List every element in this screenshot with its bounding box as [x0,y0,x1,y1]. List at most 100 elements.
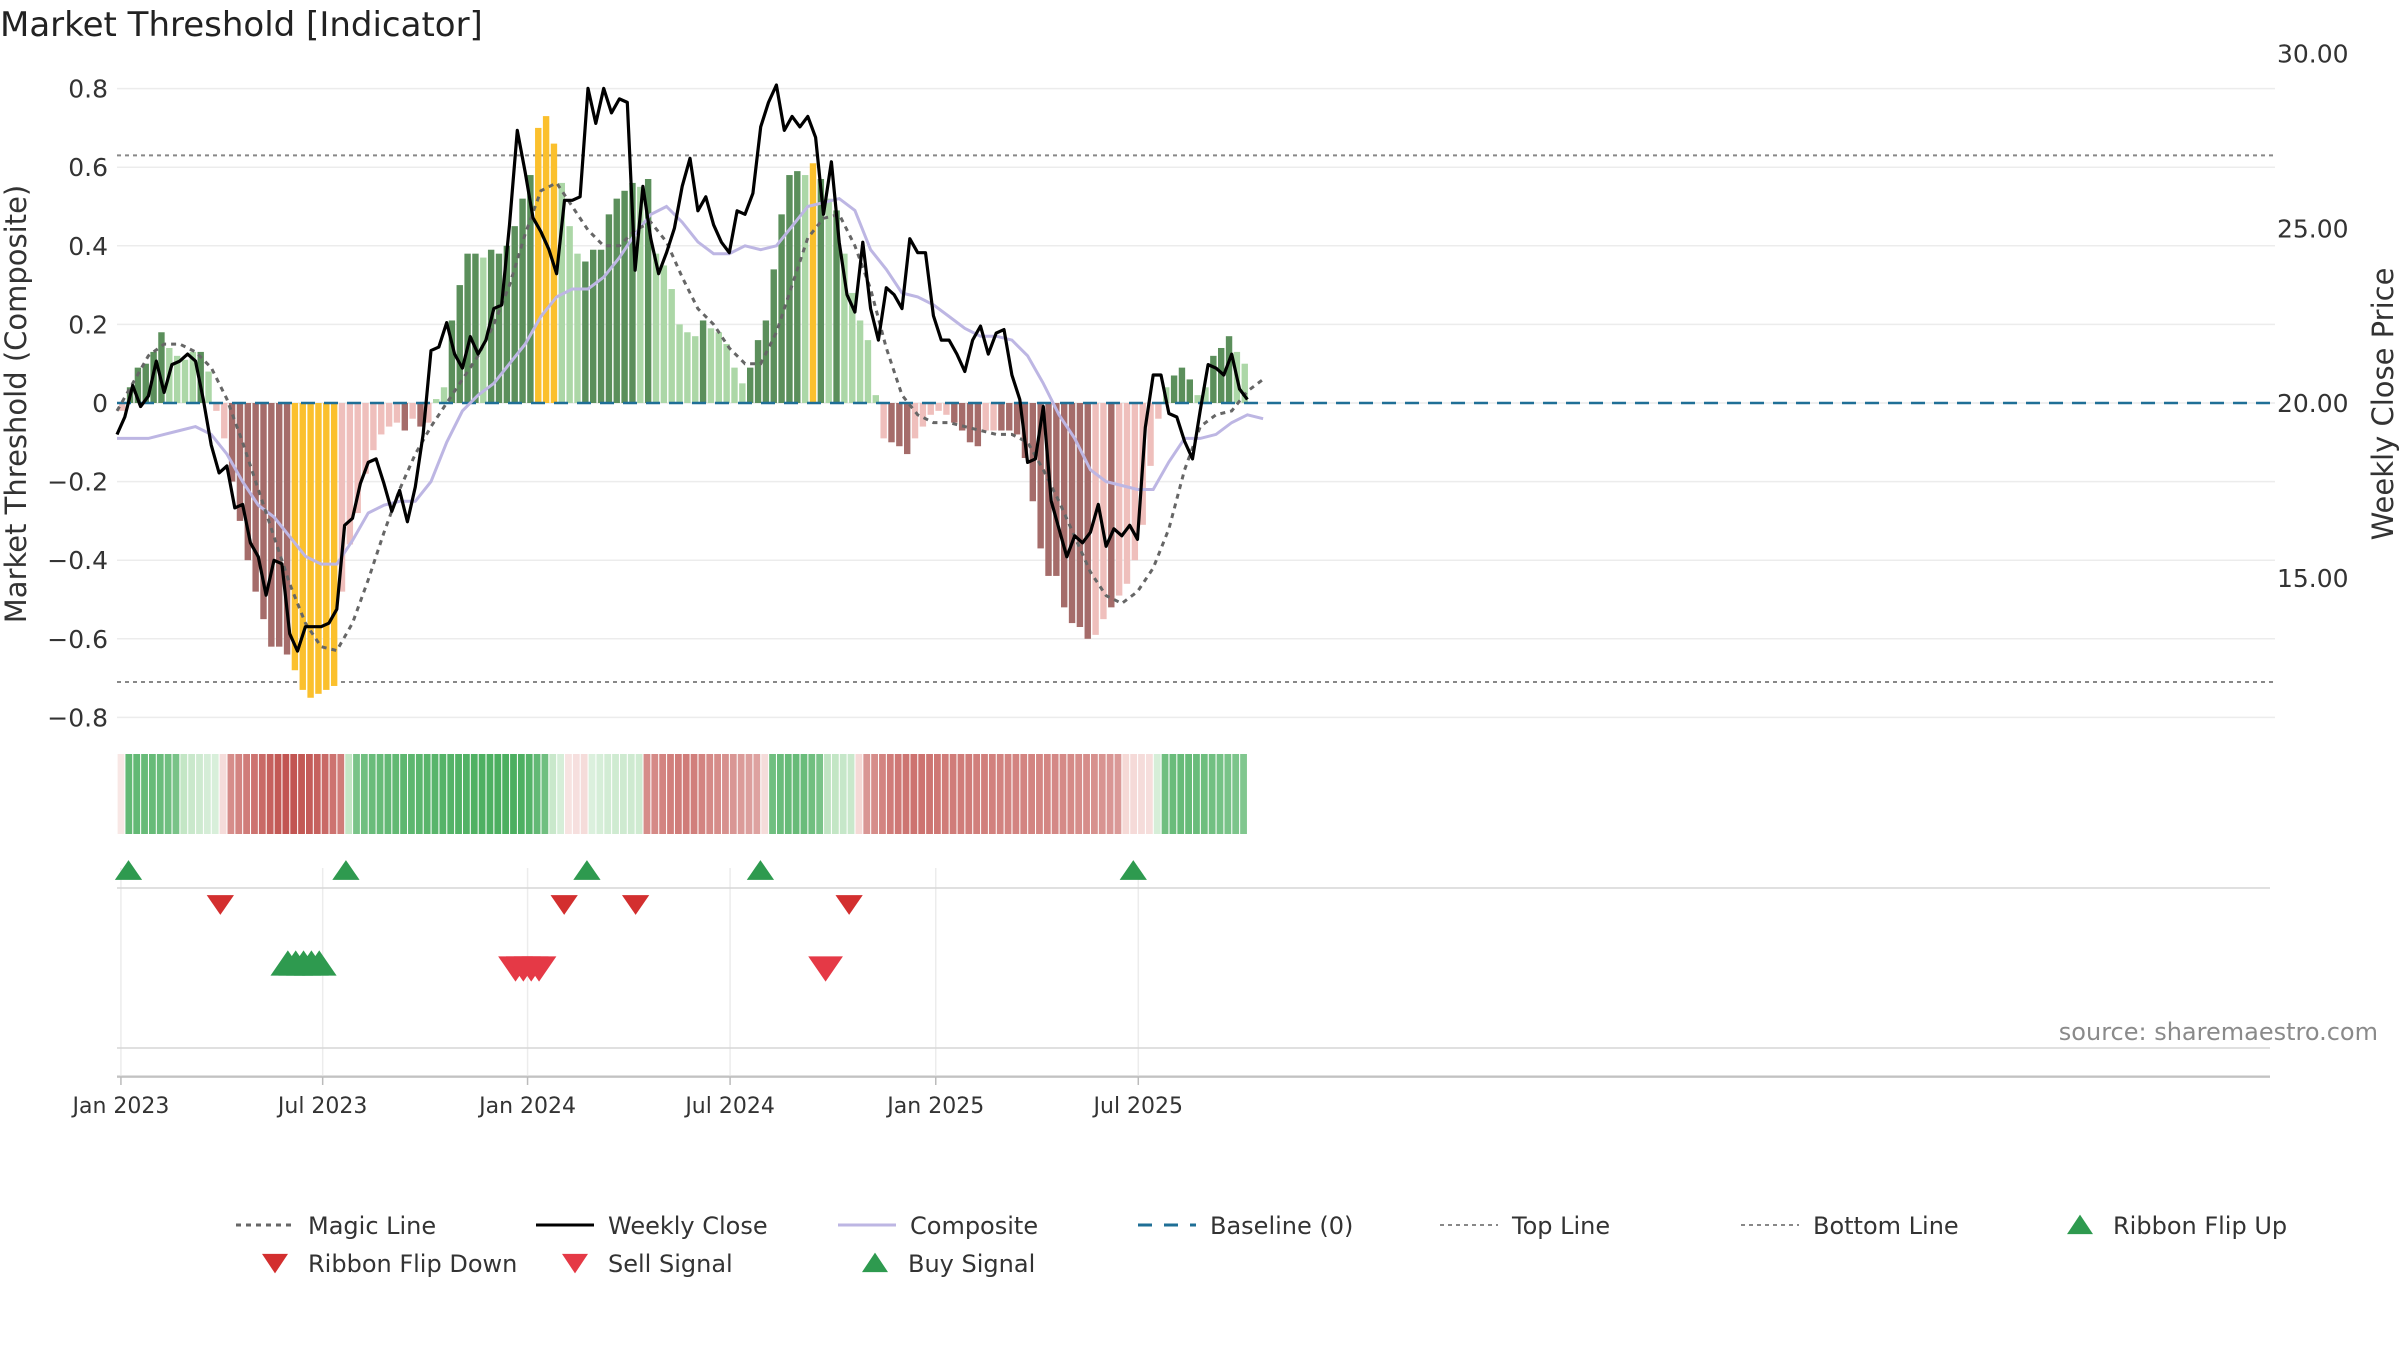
ribbon-cell [698,754,706,834]
composite-bar [158,332,165,403]
composite-bar [1170,375,1178,403]
ribbon-cell [596,754,604,834]
composite-bar [1186,379,1193,403]
ribbon-cell [455,754,462,834]
composite-bar [456,285,463,403]
composite-bar [754,340,762,403]
composite-bar [511,226,518,403]
x-tick-label: Jul 2023 [276,1094,368,1119]
ribbon-cell [973,754,981,834]
composite-bar [370,403,377,451]
ribbon-cell [211,754,219,834]
ribbon-cell [1020,754,1028,834]
composite-bar [574,253,581,403]
ribbon-cell [690,754,698,834]
ribbon-cell [541,754,549,834]
ribbon-cell [517,754,525,834]
legend-item: Buy Signal [862,1250,1035,1278]
composite-bar [927,403,934,415]
ribbon-cell [392,754,400,834]
ribbon-cell [1130,754,1138,834]
composite-bar [315,403,322,694]
weekly-close-line [115,83,1249,653]
legend-label: Composite [910,1212,1038,1240]
y-tick-label: 0.4 [68,232,108,261]
legend-marker [562,1253,588,1274]
composite-bar [173,355,181,403]
ribbon-cell [949,754,957,834]
ribbon-cell [941,754,949,834]
legend-label: Ribbon Flip Down [308,1250,517,1278]
y-tick-label: −0.6 [47,625,108,654]
ribbon-cell [965,754,973,834]
ribbon-cell [306,754,313,834]
y2-tick-label: 25.00 [2277,214,2349,243]
legend-marker [262,1253,288,1274]
ribbon-cell [635,754,643,834]
ribbon-cell [502,754,510,834]
ribbon-cell [196,754,203,834]
ribbon-cell [557,754,564,834]
composite-bar [401,403,408,431]
ribbon-cell [659,754,667,834]
ribbon-cell [494,754,502,834]
composite-bar [307,403,314,698]
y2-tick-label: 15.00 [2277,564,2349,593]
ribbon-cell [816,754,824,834]
x-tick-label: Jan 2025 [885,1094,984,1119]
composite-bar [872,395,879,403]
composite-bar [597,249,605,403]
ribbon-cell [235,754,243,834]
ribbon-cell [353,754,360,834]
y2-axis-label: Weekly Close Price [2366,268,2400,541]
legend-item: Sell Signal [562,1250,733,1278]
ribbon-cell [164,754,172,834]
y2-tick-label: 30.00 [2277,40,2349,69]
composite-bar [605,214,613,403]
composite-bar [480,257,487,403]
legend-label: Ribbon Flip Up [2113,1212,2287,1240]
ribbon-cell [902,754,910,834]
y-axis-label: Market Threshold (Composite) [0,185,33,623]
ribbon-cell [329,754,337,834]
ribbon-cell [439,754,447,834]
ribbon-cell [729,754,737,834]
ribbon-cell [612,754,619,834]
composite-bar [660,265,668,403]
composite-bar [1037,403,1044,549]
legend-label: Sell Signal [608,1250,733,1278]
ribbon-cell [620,754,627,834]
ribbon-cell [565,754,572,834]
composite-bar [1115,403,1123,596]
ribbon-cell [1122,754,1130,834]
ribbon-cell [337,754,345,834]
buy-signal-marker [301,950,337,976]
ribbon-cell [1083,754,1090,834]
ribbon-cell [910,754,918,834]
composite-bar [707,328,715,403]
ribbon-cell [737,754,745,834]
legend-label: Bottom Line [1813,1212,1959,1240]
legend-item: Bottom Line [1741,1212,1959,1240]
composite-bar [998,403,1005,431]
composite-bar [260,403,267,620]
ribbon-cell [360,754,368,834]
ribbon-cell [1232,754,1240,834]
composite-bar [731,367,738,403]
ribbon-cell [863,754,871,834]
composite-bar [409,403,416,419]
composite-bar [778,214,785,403]
ribbon-cell [1208,754,1216,834]
ribbon-cell [125,754,133,834]
source-annotation: source: sharemaestro.com [2059,1018,2378,1046]
ribbon-cell [769,754,776,834]
composite-bar [1084,403,1091,639]
ribbon-cell [431,754,439,834]
composite-bar [919,403,927,427]
ribbon-flip-up-marker [332,860,360,880]
composite-bar [652,253,660,403]
ribbon-cell [1043,754,1051,834]
composite-bar [385,403,393,427]
composite-bar [637,186,644,403]
composite-bar [966,403,974,443]
